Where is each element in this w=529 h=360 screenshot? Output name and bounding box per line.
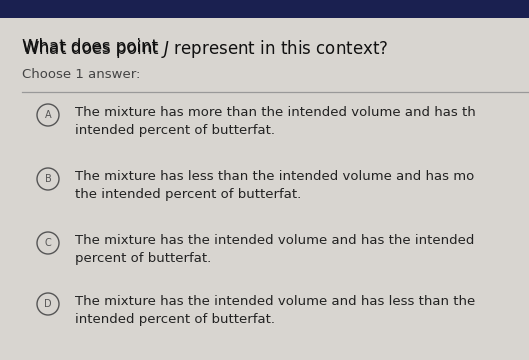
Text: intended percent of butterfat.: intended percent of butterfat. — [75, 124, 275, 137]
Text: What does point $\mathit{J}$ represent in this context?: What does point $\mathit{J}$ represent i… — [22, 38, 388, 60]
Text: The mixture has the intended volume and has the intended: The mixture has the intended volume and … — [75, 234, 475, 247]
Text: percent of butterfat.: percent of butterfat. — [75, 252, 211, 265]
Text: What does point: What does point — [22, 38, 163, 56]
Text: C: C — [44, 238, 51, 248]
Bar — [0, 0, 529, 18]
Text: B: B — [44, 174, 51, 184]
Text: intended percent of butterfat.: intended percent of butterfat. — [75, 313, 275, 326]
Text: D: D — [44, 299, 52, 309]
Text: Choose 1 answer:: Choose 1 answer: — [22, 68, 140, 81]
Text: The mixture has the intended volume and has less than the: The mixture has the intended volume and … — [75, 295, 475, 308]
Text: The mixture has less than the intended volume and has mo: The mixture has less than the intended v… — [75, 170, 475, 183]
Text: the intended percent of butterfat.: the intended percent of butterfat. — [75, 188, 301, 201]
Text: A: A — [44, 110, 51, 120]
Text: The mixture has more than the intended volume and has th: The mixture has more than the intended v… — [75, 106, 476, 119]
